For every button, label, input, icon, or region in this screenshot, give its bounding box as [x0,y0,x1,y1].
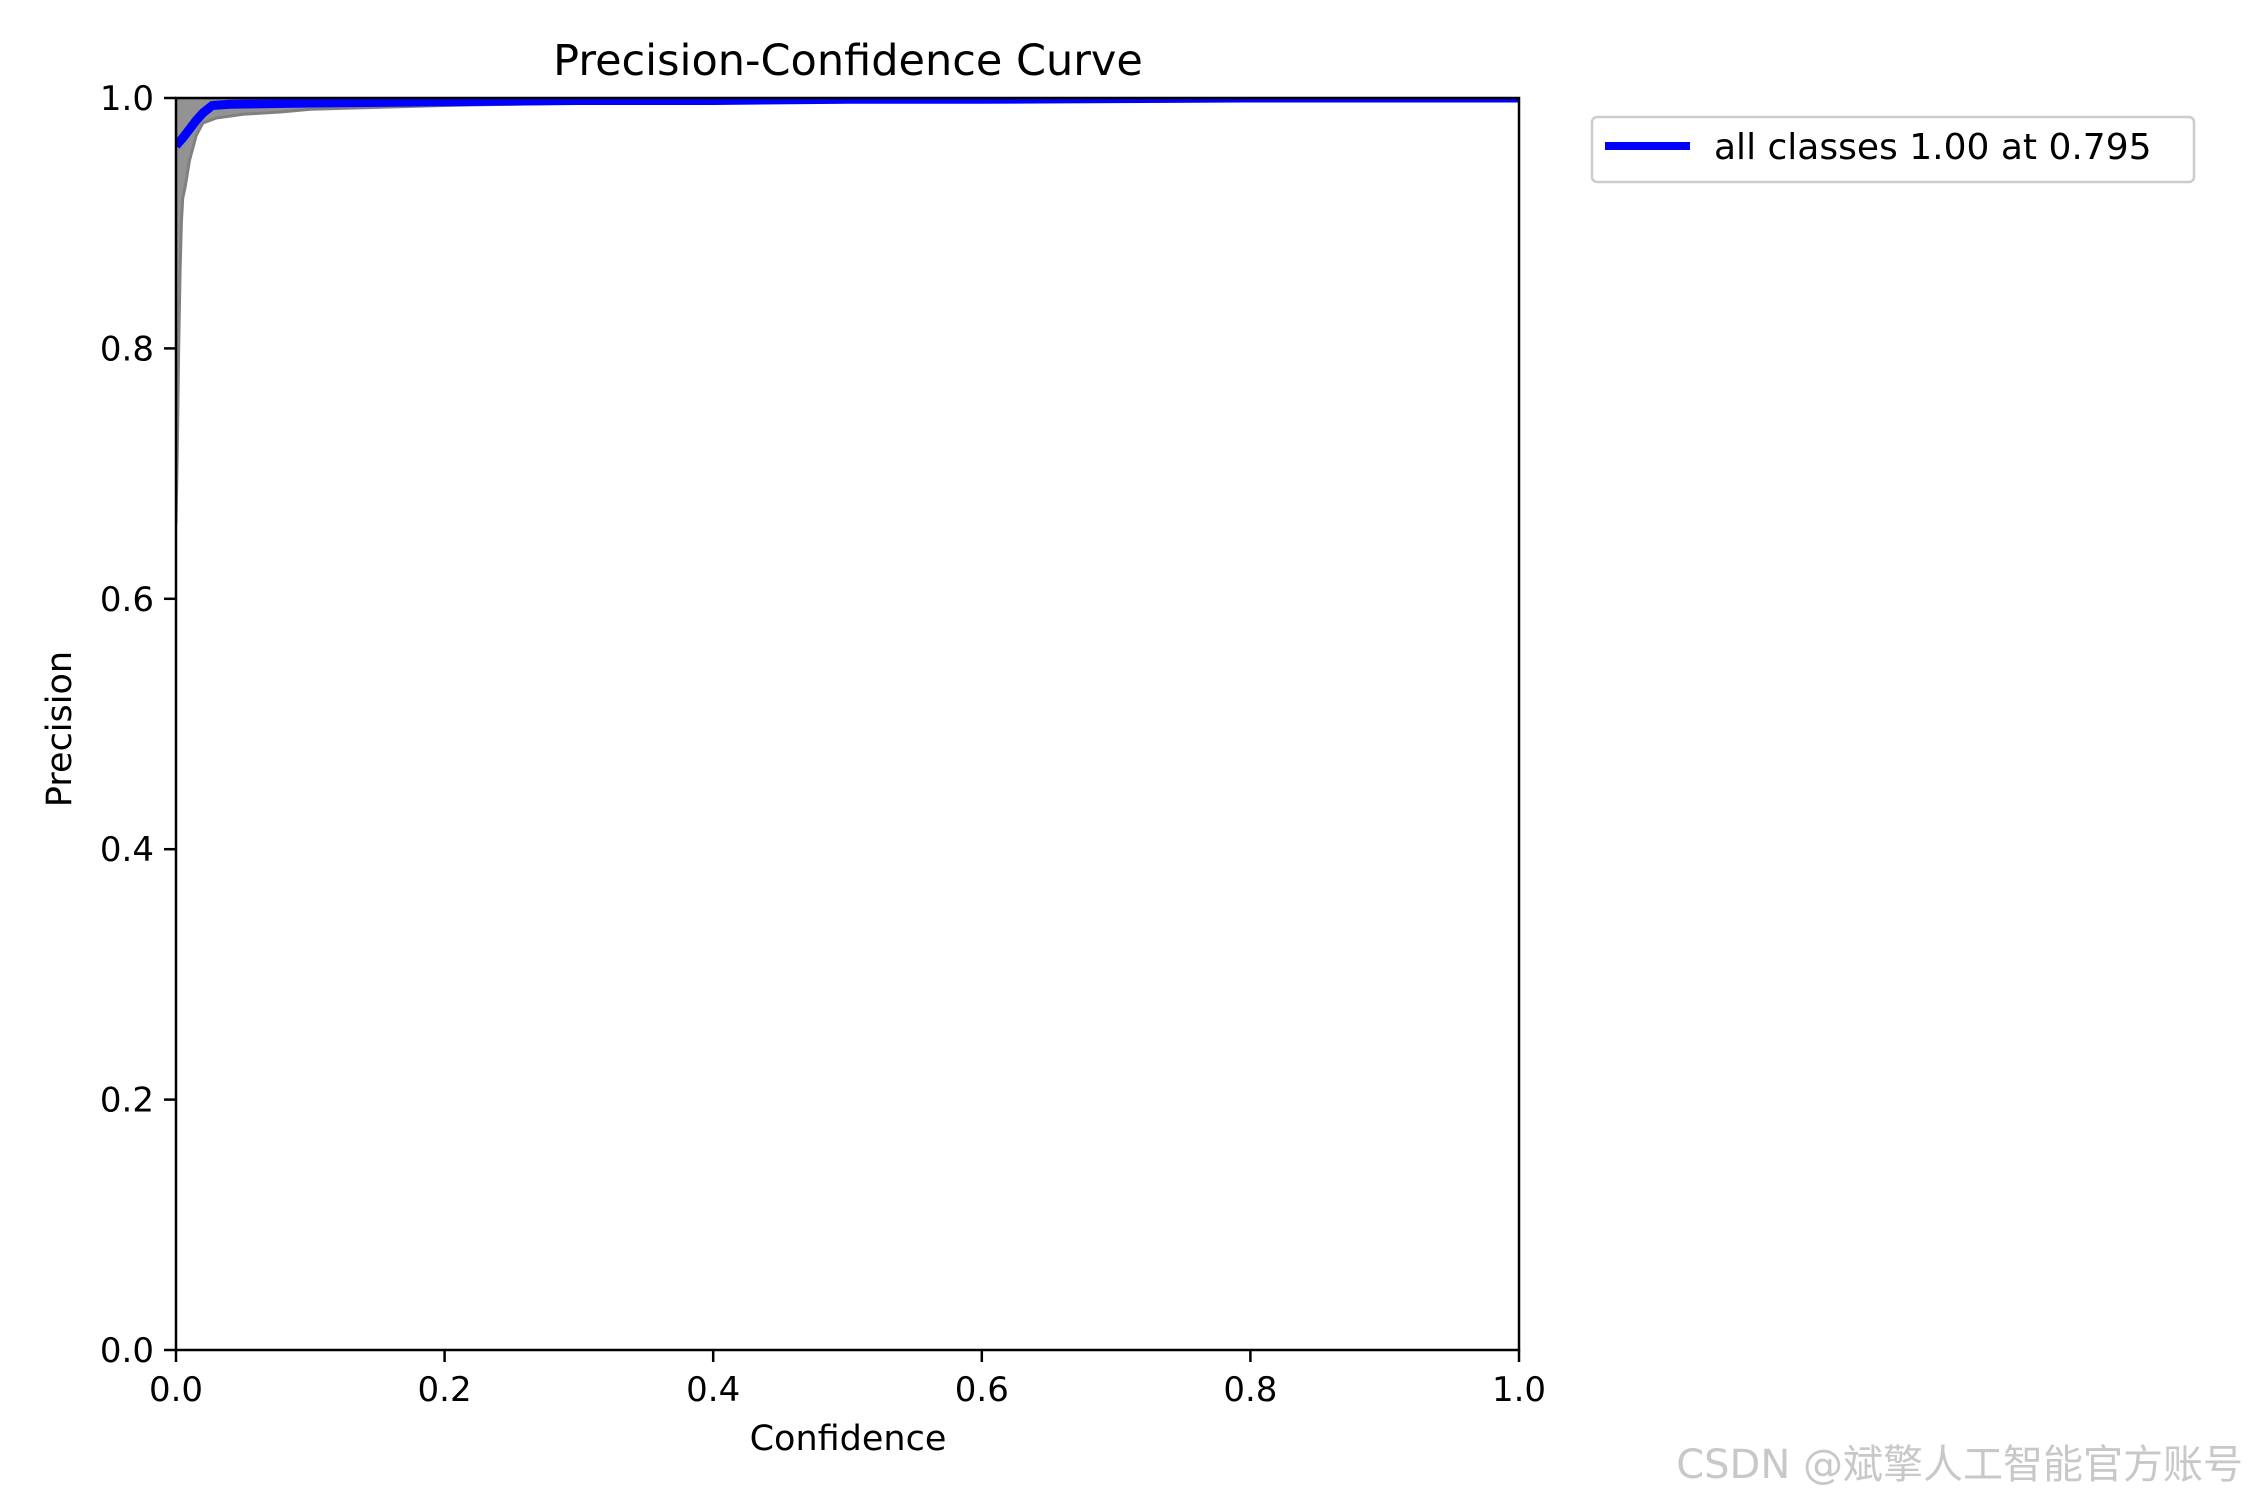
legend: all classes 1.00 at 0.795 [1590,115,2196,184]
y-tick-label: 0.8 [100,329,154,369]
x-tick-label: 0.6 [955,1370,1009,1410]
x-tick-label: 1.0 [1492,1370,1546,1410]
y-tick-label: 0.6 [100,580,154,620]
chart-title: Precision-Confidence Curve [553,36,1143,86]
plot-area [174,96,1521,1352]
x-axis-label: Confidence [750,1419,947,1459]
x-tick-label: 0.4 [686,1370,740,1410]
legend-entry-all-classes: all classes 1.00 at 0.795 [1714,127,2152,168]
x-tick-label: 0.8 [1223,1370,1277,1410]
y-tick-label: 1.0 [100,79,154,119]
y-tick-label: 0.4 [100,830,154,870]
plot-frame [174,96,1521,1352]
y-axis-label: Precision [40,651,80,807]
watermark: CSDN @斌擎人工智能官方账号 [1676,1442,2243,1488]
y-tick-label: 0.0 [100,1331,154,1371]
x-axis-ticks: 0.0 0.2 0.4 0.6 0.8 1.0 [149,1350,1546,1410]
x-tick-label: 0.2 [418,1370,472,1410]
x-tick-label: 0.0 [149,1370,203,1410]
legend-frame [1590,115,2196,184]
y-axis-ticks: 0.0 0.2 0.4 0.6 0.8 1.0 [100,79,176,1371]
y-tick-label: 0.2 [100,1081,154,1121]
